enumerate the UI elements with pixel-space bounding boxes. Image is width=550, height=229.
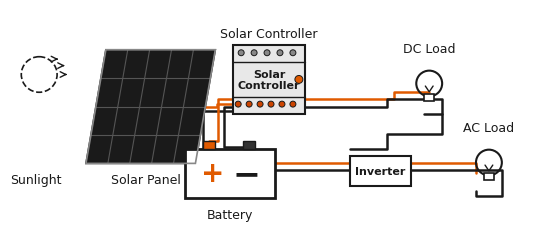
FancyBboxPatch shape bbox=[243, 141, 255, 149]
Circle shape bbox=[251, 51, 257, 57]
Circle shape bbox=[246, 102, 252, 108]
Text: +: + bbox=[201, 160, 224, 188]
Circle shape bbox=[290, 102, 296, 108]
Text: Solar
Controller: Solar Controller bbox=[238, 69, 300, 91]
Circle shape bbox=[295, 76, 303, 84]
Text: −: − bbox=[232, 157, 260, 190]
Text: Inverter: Inverter bbox=[355, 166, 406, 177]
Circle shape bbox=[279, 102, 285, 108]
Circle shape bbox=[257, 102, 263, 108]
Polygon shape bbox=[86, 51, 215, 164]
FancyBboxPatch shape bbox=[233, 46, 305, 114]
Text: DC Load: DC Load bbox=[403, 43, 455, 55]
Circle shape bbox=[238, 51, 244, 57]
FancyBboxPatch shape bbox=[424, 95, 434, 102]
Text: Sunlight: Sunlight bbox=[10, 174, 62, 186]
Circle shape bbox=[268, 102, 274, 108]
Circle shape bbox=[277, 51, 283, 57]
Text: AC Load: AC Load bbox=[463, 121, 514, 134]
Circle shape bbox=[235, 102, 241, 108]
FancyBboxPatch shape bbox=[484, 174, 494, 181]
Text: Battery: Battery bbox=[207, 208, 254, 221]
FancyBboxPatch shape bbox=[185, 149, 275, 198]
FancyBboxPatch shape bbox=[350, 157, 411, 186]
Circle shape bbox=[290, 51, 296, 57]
Circle shape bbox=[264, 51, 270, 57]
FancyBboxPatch shape bbox=[204, 141, 215, 149]
Text: Solar Panel: Solar Panel bbox=[111, 174, 180, 186]
Text: Solar Controller: Solar Controller bbox=[221, 28, 318, 41]
